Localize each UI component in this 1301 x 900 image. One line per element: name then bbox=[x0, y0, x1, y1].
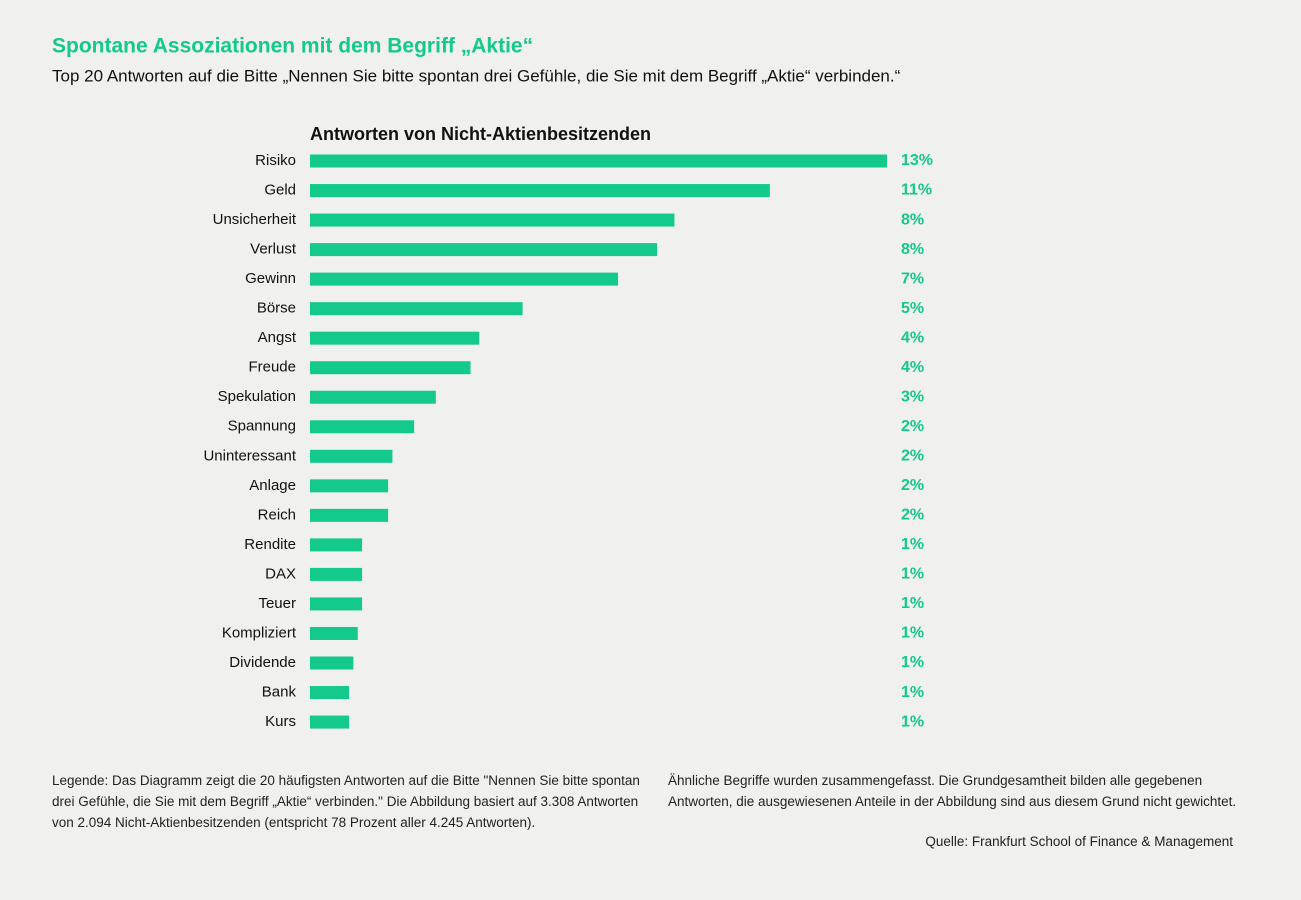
bar bbox=[310, 331, 480, 345]
bar bbox=[310, 390, 436, 404]
category-label: Freude bbox=[248, 359, 296, 376]
category-label: Spekulation bbox=[218, 388, 296, 405]
bar bbox=[310, 626, 358, 640]
value-label: 1% bbox=[901, 536, 924, 553]
bar bbox=[310, 508, 389, 522]
value-label: 1% bbox=[901, 595, 924, 612]
category-label: Bank bbox=[262, 684, 297, 701]
category-label: Börse bbox=[257, 300, 296, 317]
category-label: Rendite bbox=[244, 536, 296, 553]
category-label: Dividende bbox=[229, 654, 296, 671]
value-label: 4% bbox=[901, 359, 924, 376]
value-label: 1% bbox=[901, 566, 924, 583]
category-label: Gewinn bbox=[245, 270, 296, 287]
category-label: Risiko bbox=[255, 152, 296, 169]
value-label: 5% bbox=[901, 300, 924, 317]
value-label: 1% bbox=[901, 713, 924, 730]
value-label: 2% bbox=[901, 448, 924, 465]
category-label: Kompliziert bbox=[222, 624, 297, 641]
bar bbox=[310, 361, 471, 375]
bar bbox=[310, 272, 619, 286]
value-label: 1% bbox=[901, 684, 924, 701]
value-label: 4% bbox=[901, 329, 924, 346]
value-label: 8% bbox=[901, 211, 924, 228]
value-label: 7% bbox=[901, 270, 924, 287]
value-label: 2% bbox=[901, 418, 924, 435]
category-label: Geld bbox=[264, 181, 296, 198]
bar bbox=[310, 597, 363, 611]
value-label: 13% bbox=[901, 152, 933, 169]
category-label: Spannung bbox=[228, 418, 296, 435]
category-label: Kurs bbox=[265, 713, 296, 730]
bar bbox=[310, 479, 389, 493]
value-label: 2% bbox=[901, 507, 924, 524]
value-label: 1% bbox=[901, 625, 924, 642]
category-label: Anlage bbox=[249, 477, 296, 494]
bar bbox=[310, 686, 350, 700]
value-label: 11% bbox=[901, 182, 932, 199]
legend-note: Legende: Das Diagramm zeigt die 20 häufi… bbox=[52, 773, 640, 830]
method-note: Ähnliche Begriffe wurden zusammengefasst… bbox=[668, 773, 1237, 809]
category-label: DAX bbox=[265, 565, 296, 582]
bar bbox=[310, 184, 770, 198]
value-label: 1% bbox=[901, 654, 924, 671]
bar bbox=[310, 154, 887, 168]
chart-subtitle: Top 20 Antworten auf die Bitte „Nennen S… bbox=[52, 66, 901, 85]
bar bbox=[310, 302, 523, 316]
bar bbox=[310, 213, 675, 227]
bar bbox=[310, 449, 393, 463]
bar bbox=[310, 538, 363, 552]
value-label: 3% bbox=[901, 388, 924, 405]
bar bbox=[310, 567, 363, 581]
source: Quelle: Frankfurt School of Finance & Ma… bbox=[925, 834, 1233, 849]
category-label: Unsicherheit bbox=[213, 211, 297, 228]
value-label: 8% bbox=[901, 241, 924, 258]
panel-title: Antworten von Nicht-Aktienbesitzenden bbox=[310, 124, 651, 144]
bar bbox=[310, 420, 415, 434]
category-label: Verlust bbox=[250, 241, 297, 258]
bar bbox=[310, 715, 350, 729]
bar bbox=[310, 656, 354, 670]
category-label: Angst bbox=[258, 329, 297, 346]
value-label: 2% bbox=[901, 477, 924, 494]
chart-title: Spontane Assoziationen mit dem Begriff „… bbox=[52, 35, 533, 58]
category-label: Reich bbox=[258, 506, 296, 523]
category-label: Teuer bbox=[258, 595, 296, 612]
category-label: Uninteressant bbox=[203, 447, 296, 464]
bar bbox=[310, 243, 658, 257]
